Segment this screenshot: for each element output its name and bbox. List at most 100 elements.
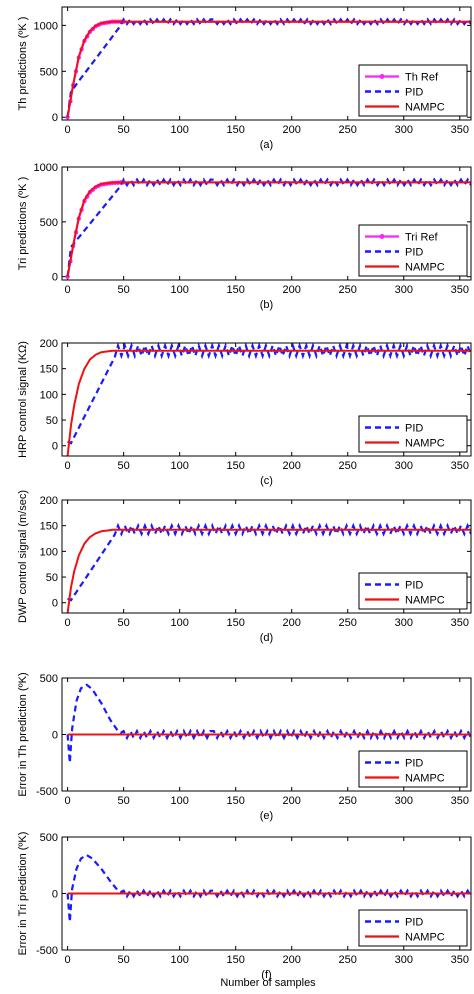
chart-panel-e: 0 50 100 150 200 250 300 350 -500 0 500 Error in Th… (17, 672, 472, 822)
chart-panel-c: 0 50 100 150 200 250 300 350 0 50 100 150 200 HRP con… (17, 338, 472, 487)
x-tick-label: 50 (118, 284, 130, 296)
y-tick-label: 0 (52, 441, 58, 453)
x-tick-label: 200 (283, 954, 301, 966)
x-tick-label: 0 (65, 284, 71, 296)
x-tick-label: 150 (227, 460, 245, 472)
y-tick-label: 0 (52, 112, 58, 124)
legend-box (358, 572, 468, 610)
y-tick-label: 150 (40, 364, 58, 376)
legend-label: Th Ref (405, 72, 439, 84)
x-tick-label: 100 (170, 617, 188, 629)
x-tick-label: 200 (283, 795, 301, 807)
series-line-pid (67, 522, 471, 602)
x-tick-label: 250 (339, 795, 357, 807)
x-tick-label: 300 (395, 124, 413, 136)
legend-label: Tri Ref (405, 232, 439, 244)
plot-area (65, 177, 471, 279)
x-tick-label: 250 (339, 284, 357, 296)
x-tick-label: 0 (65, 124, 71, 136)
x-tick-label: 300 (395, 795, 413, 807)
x-tick-label: 50 (118, 124, 130, 136)
y-axis-label: DWP control signal (m/sec) (17, 490, 29, 623)
x-tick-label: 100 (170, 460, 188, 472)
y-axis-label: Error in Tri prediction (ºK) (17, 832, 29, 956)
y-tick-label: 1000 (34, 20, 58, 32)
axes-frame (61, 342, 472, 457)
x-tick-label: 300 (395, 284, 413, 296)
x-tick-label: 350 (451, 460, 469, 472)
x-tick-label: 100 (170, 284, 188, 296)
y-tick-label: 500 (40, 66, 58, 78)
plot-area (66, 853, 471, 922)
legend-label: PID (405, 423, 423, 435)
x-tick-label: 350 (451, 124, 469, 136)
x-tick-label: 0 (65, 617, 71, 629)
series-line-nampc (66, 181, 471, 277)
y-axis-label: Th predictions (ºK ) (17, 17, 29, 111)
legend-label: NAMPC (405, 262, 445, 274)
y-tick-label: -500 (36, 786, 58, 798)
y-axis-label: HRP control signal (KΩ) (17, 341, 29, 458)
x-tick-label: 50 (118, 795, 130, 807)
legend: PID NAMPC (358, 750, 468, 788)
legend-box (358, 750, 468, 788)
legend: Tri Ref PID NAMPC (358, 224, 468, 277)
x-tick-label: 150 (227, 124, 245, 136)
legend-label: PID (405, 87, 423, 99)
legend-label: NAMPC (405, 595, 445, 607)
plot-area (66, 343, 471, 456)
axes-frame (61, 6, 472, 121)
y-tick-label: 0 (52, 889, 58, 901)
y-tick-label: 500 (40, 832, 58, 844)
legend: PID NAMPC (358, 572, 468, 610)
x-tick-label: 300 (395, 954, 413, 966)
legend-label: NAMPC (405, 102, 445, 114)
x-tick-label: 50 (118, 617, 130, 629)
y-axis-label: Tri predictions (ºK ) (17, 177, 29, 270)
chart-panel-d: 0 50 100 150 200 250 300 350 0 50 100 150 200 DWP con… (17, 490, 472, 644)
x-tick-label: 300 (395, 460, 413, 472)
y-tick-label: 100 (40, 389, 58, 401)
y-tick-label: 0 (52, 272, 58, 284)
x-tick-label: 250 (339, 124, 357, 136)
x-tick-label: 0 (65, 795, 71, 807)
legend-label: NAMPC (405, 773, 445, 785)
panel-caption: (d) (260, 632, 273, 644)
x-tick-label: 150 (227, 954, 245, 966)
plot-area (66, 683, 471, 763)
panel-caption: (a) (260, 139, 273, 151)
y-tick-label: 200 (40, 338, 58, 350)
chart-panel-b: 0 50 100 150 200 250 300 350 0 500 1000 Tri predict… (17, 162, 472, 311)
y-tick-label: 100 (40, 546, 58, 558)
x-tick-label: 350 (451, 617, 469, 629)
panel-caption: (c) (260, 475, 273, 487)
x-tick-label: 150 (227, 617, 245, 629)
x-tick-label: 150 (227, 795, 245, 807)
y-tick-label: 0 (52, 730, 58, 742)
x-tick-label: 200 (283, 460, 301, 472)
panel-caption: (b) (260, 299, 273, 311)
y-tick-label: 50 (46, 415, 58, 427)
y-tick-label: 1000 (34, 162, 58, 174)
legend-label: NAMPC (405, 438, 445, 450)
x-tick-label: 350 (451, 954, 469, 966)
plot-area (66, 522, 471, 613)
series-line-nampc (66, 349, 471, 456)
y-tick-label: 200 (40, 495, 58, 507)
series-line-nampc (66, 528, 471, 613)
y-tick-label: 50 (46, 572, 58, 584)
legend-label: PID (405, 758, 423, 770)
x-tick-label: 350 (451, 795, 469, 807)
x-tick-label: 250 (339, 617, 357, 629)
bottom-x-axis-label: Number of samples (220, 977, 316, 989)
chart-panel-f: 0 50 100 150 200 250 300 350 -500 0 500 Error in Tr… (17, 832, 472, 981)
legend: PID NAMPC (358, 909, 468, 947)
legend: PID NAMPC (358, 415, 468, 453)
x-tick-label: 100 (170, 954, 188, 966)
x-tick-label: 50 (118, 954, 130, 966)
legend-box (358, 415, 468, 453)
legend-label: PID (405, 247, 423, 259)
x-tick-label: 250 (339, 954, 357, 966)
y-tick-label: 150 (40, 521, 58, 533)
chart-panel-a: 0 50 100 150 200 250 300 350 0 500 1000 Th predicti… (17, 6, 472, 151)
